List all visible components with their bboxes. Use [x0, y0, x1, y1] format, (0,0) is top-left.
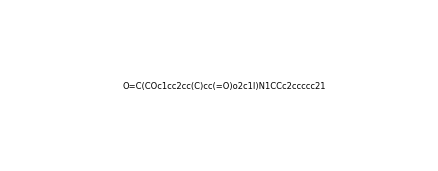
- Text: O=C(COc1cc2cc(C)cc(=O)o2c1I)N1CCc2ccccc21: O=C(COc1cc2cc(C)cc(=O)o2c1I)N1CCc2ccccc2…: [123, 82, 326, 91]
